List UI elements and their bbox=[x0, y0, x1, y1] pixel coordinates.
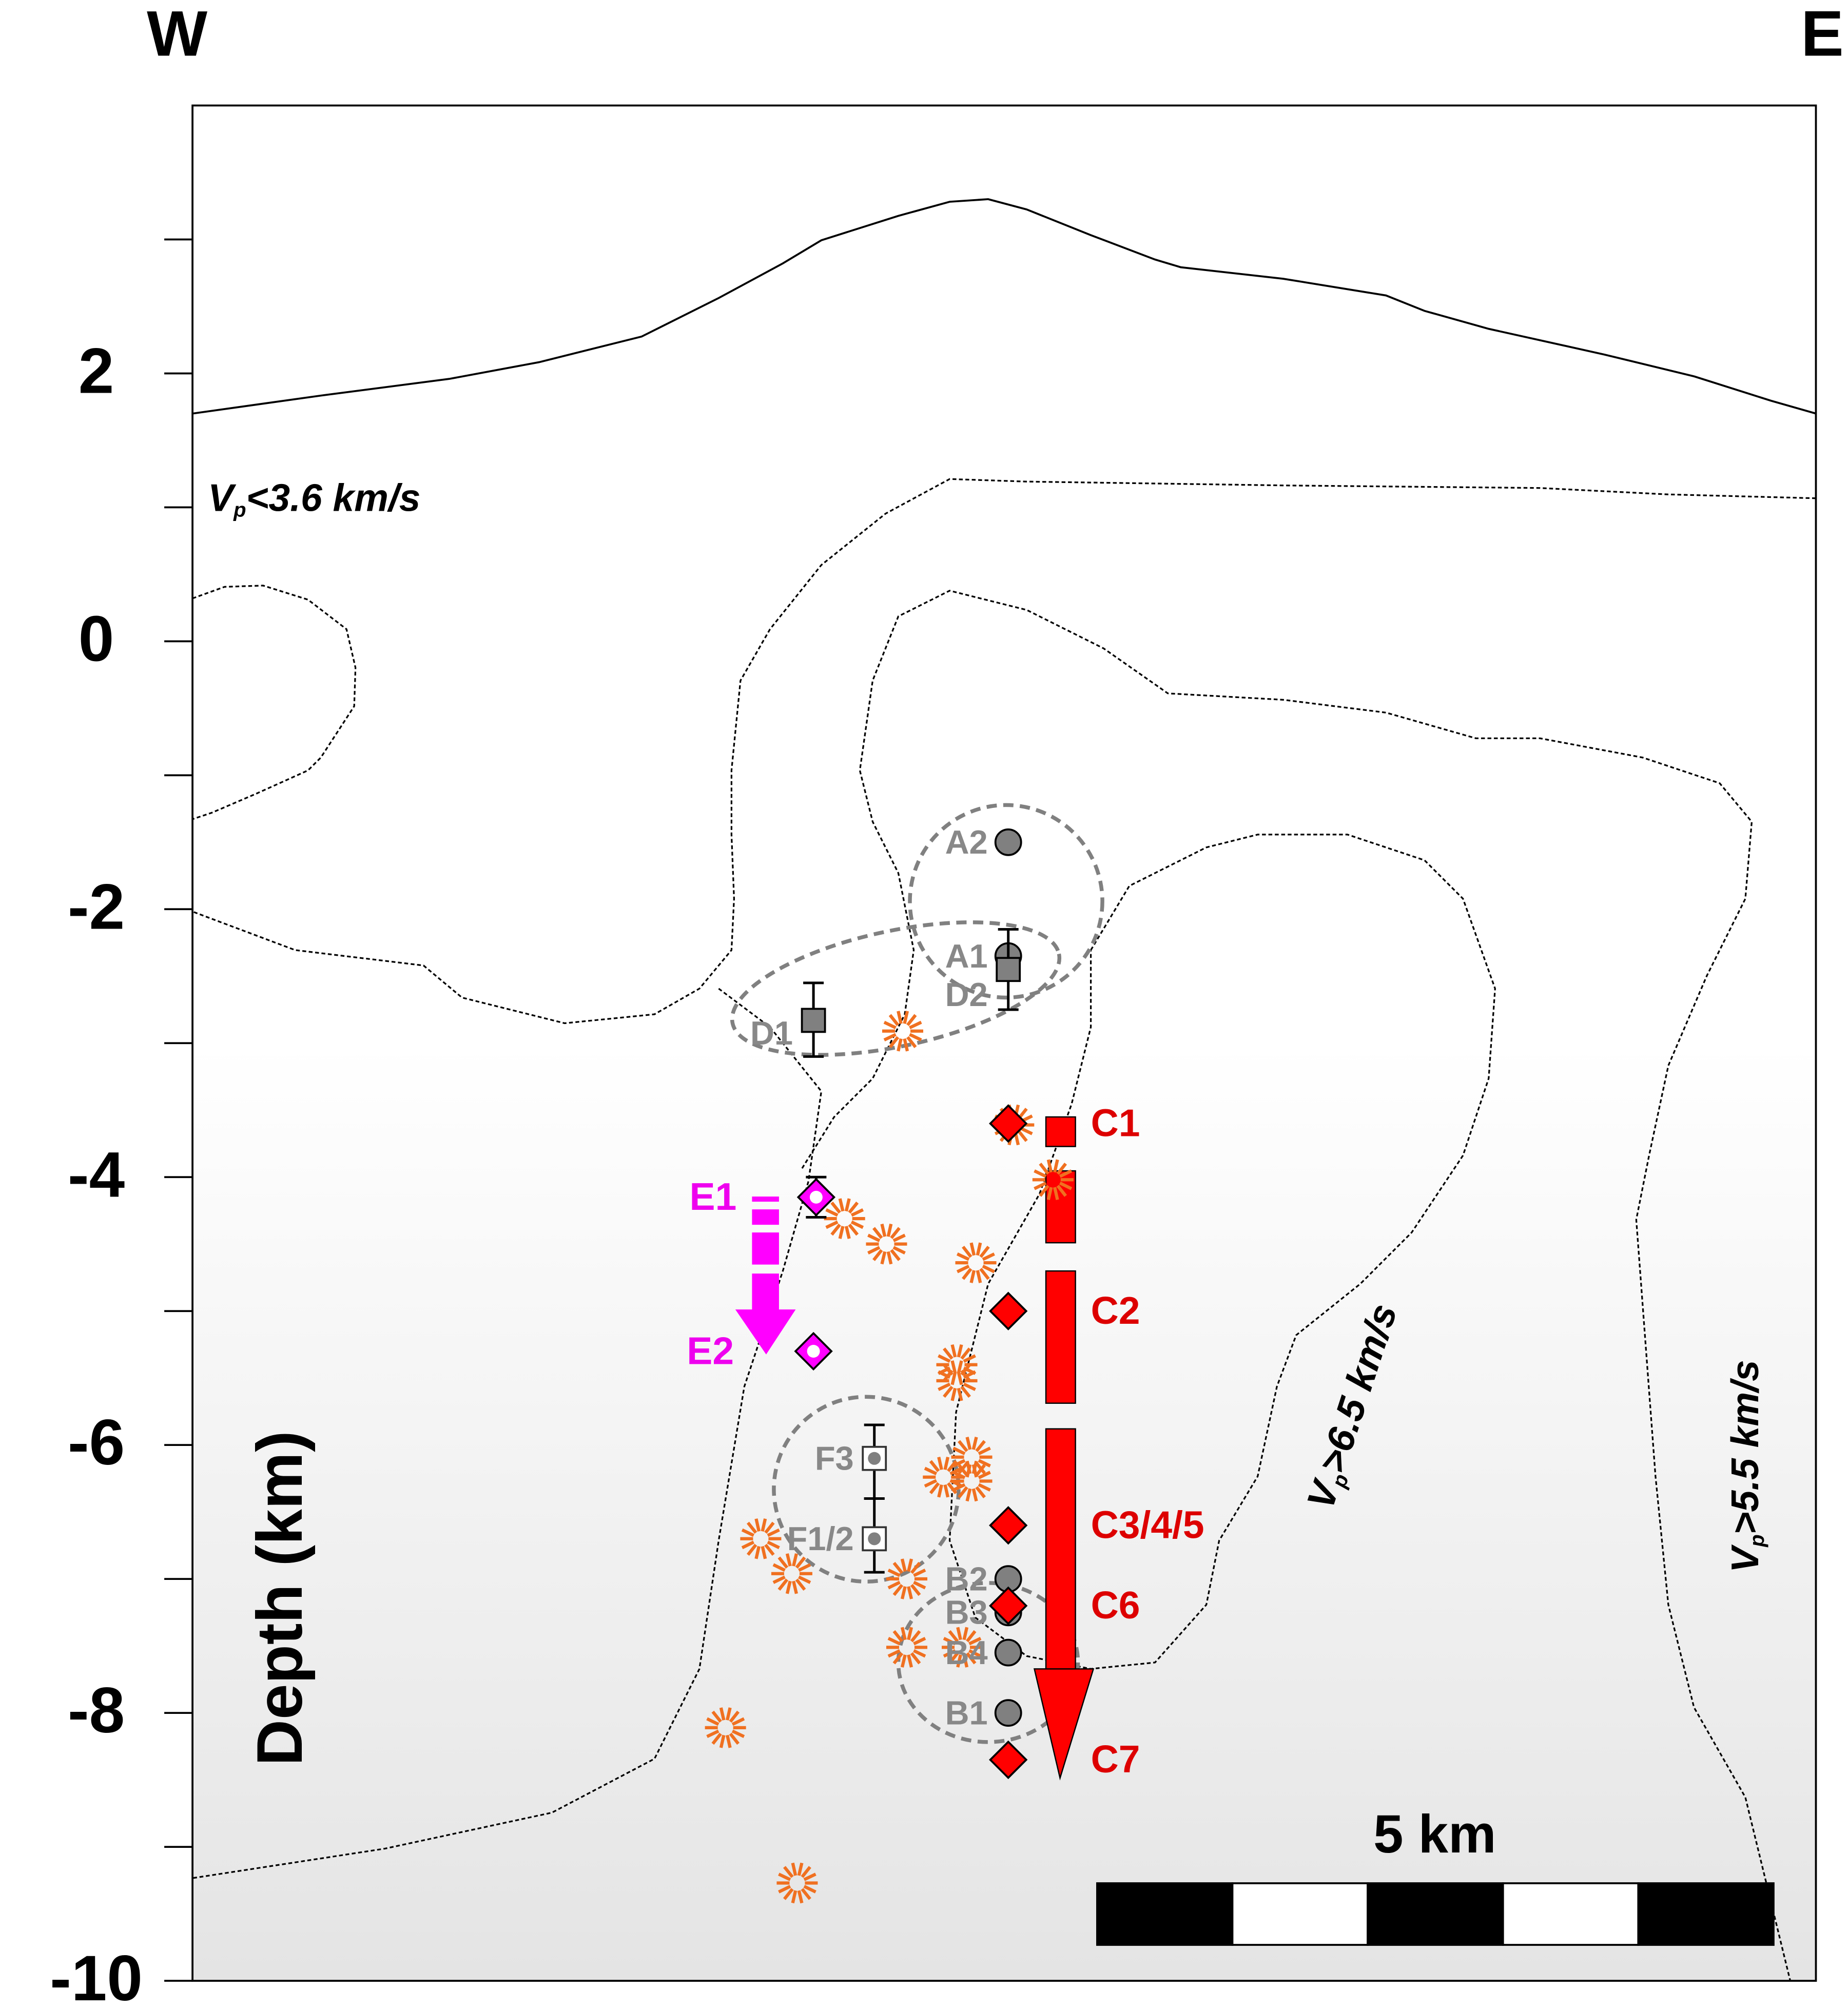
annotation-subscript: p bbox=[1746, 1534, 1768, 1547]
point-center bbox=[868, 1532, 881, 1546]
y-tick-label: -10 bbox=[50, 1943, 143, 2008]
annotation: Vp<3.6 km/s bbox=[208, 476, 420, 522]
point bbox=[989, 1506, 1028, 1545]
y-tick-label: 0 bbox=[79, 603, 114, 674]
event bbox=[740, 1518, 782, 1559]
scale-bar-segment bbox=[1231, 1882, 1369, 1946]
annotation-symbol: V bbox=[1723, 1544, 1766, 1573]
point-label: B1 bbox=[945, 1694, 988, 1731]
event bbox=[942, 1627, 983, 1668]
annotation: Vp>5.5 km/s bbox=[1723, 1360, 1768, 1572]
point bbox=[989, 1104, 1028, 1143]
point-label: C2 bbox=[1091, 1289, 1140, 1332]
topography bbox=[192, 198, 1816, 415]
contour bbox=[192, 585, 357, 820]
annotation-text: >5.5 km/s bbox=[1723, 1360, 1766, 1534]
point-label: A1 bbox=[945, 937, 988, 975]
event bbox=[886, 1627, 928, 1668]
event bbox=[1032, 1159, 1074, 1201]
y-tick-label: 2 bbox=[79, 335, 114, 407]
annotation-symbol: V bbox=[208, 476, 237, 519]
event bbox=[866, 1223, 907, 1265]
scale-bar-segment bbox=[1502, 1882, 1640, 1946]
y-tick-label: -2 bbox=[68, 871, 125, 942]
point-label: A2 bbox=[945, 823, 988, 861]
point-center bbox=[809, 1190, 823, 1204]
event bbox=[882, 1011, 923, 1052]
event bbox=[771, 1553, 812, 1594]
point bbox=[994, 1699, 1022, 1727]
group-ring bbox=[896, 1581, 1080, 1744]
point bbox=[994, 1638, 1022, 1667]
annotation-subscript: p bbox=[233, 498, 246, 521]
point-label: D1 bbox=[750, 1014, 793, 1052]
group-ring bbox=[730, 920, 1062, 1057]
contour bbox=[948, 834, 1496, 1670]
point bbox=[989, 1740, 1028, 1780]
event bbox=[936, 1360, 978, 1401]
point-label: F3 bbox=[815, 1439, 854, 1477]
point-center bbox=[807, 1344, 820, 1358]
east-label: E bbox=[1801, 0, 1843, 70]
y-tick-label: -8 bbox=[68, 1675, 125, 1746]
point bbox=[996, 957, 1021, 982]
group-ring bbox=[908, 803, 1104, 1000]
point-label: F1/2 bbox=[787, 1520, 854, 1557]
point bbox=[862, 1526, 887, 1552]
scale-bar-label: 5 km bbox=[1373, 1804, 1496, 1864]
scale-bar-segment bbox=[1637, 1882, 1775, 1946]
point-label: D2 bbox=[945, 976, 988, 1013]
event bbox=[824, 1198, 865, 1239]
contour bbox=[192, 478, 1816, 1025]
event bbox=[955, 1242, 997, 1283]
plot-background bbox=[192, 105, 1816, 1981]
point-label: E1 bbox=[690, 1175, 737, 1218]
y-axis-title: Depth (km) bbox=[244, 1431, 316, 1766]
event bbox=[886, 1558, 928, 1599]
point bbox=[989, 1586, 1028, 1625]
point-label: C3/4/5 bbox=[1091, 1503, 1204, 1547]
scale-bar-segment bbox=[1096, 1882, 1234, 1946]
point-center bbox=[868, 1452, 881, 1465]
point-label: C1 bbox=[1091, 1102, 1140, 1145]
point bbox=[994, 828, 1022, 856]
west-label: W bbox=[147, 0, 207, 70]
point-label: E2 bbox=[687, 1329, 734, 1372]
point-label: B4 bbox=[945, 1634, 988, 1671]
y-tick-label: -4 bbox=[68, 1139, 125, 1210]
y-tick-label: -6 bbox=[68, 1407, 125, 1478]
event bbox=[705, 1707, 746, 1748]
magenta-arrow bbox=[735, 1196, 796, 1355]
point-label: B2 bbox=[945, 1560, 988, 1597]
scale-bar-segment bbox=[1367, 1882, 1504, 1946]
point bbox=[801, 1008, 826, 1033]
point-label: C6 bbox=[1091, 1584, 1140, 1627]
contour bbox=[192, 988, 823, 1879]
event bbox=[776, 1862, 818, 1904]
contour bbox=[801, 590, 1792, 1981]
annotation-text: <3.6 km/s bbox=[246, 476, 421, 519]
point bbox=[989, 1291, 1028, 1330]
event bbox=[923, 1457, 964, 1498]
event bbox=[936, 1344, 978, 1385]
event bbox=[951, 1460, 993, 1502]
point-label: C7 bbox=[1091, 1737, 1140, 1781]
point-label: B3 bbox=[945, 1594, 988, 1631]
